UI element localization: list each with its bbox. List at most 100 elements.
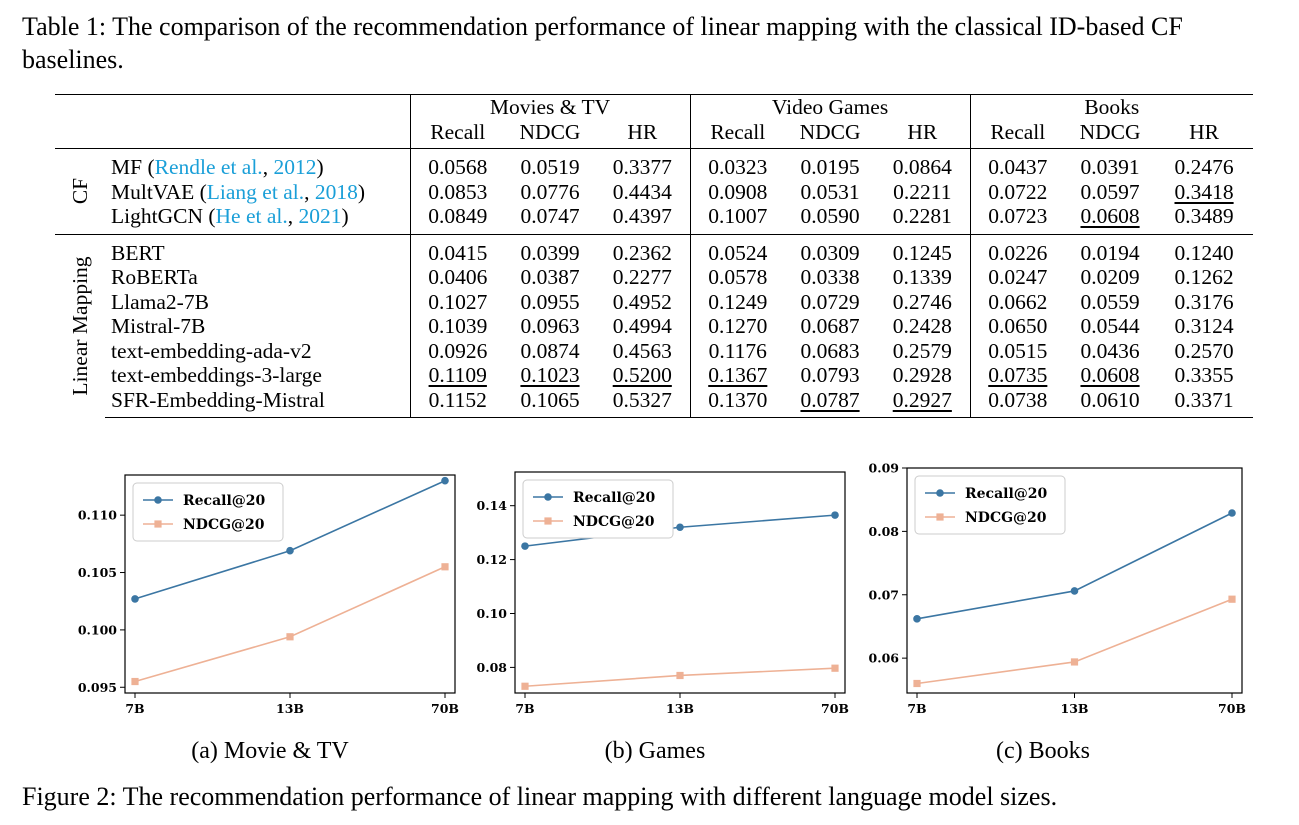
table-cell: 0.0578 — [689, 265, 786, 290]
chart-games: 0.08 0.10 0.12 0.14 7B 13B 70B Recall@20 NDCG@20 — [460, 450, 860, 725]
data-point-recall — [676, 523, 684, 532]
x-tick-label: 13B — [276, 701, 304, 716]
table-cell: 0.0926 — [409, 338, 505, 363]
table-cell: 0.1152 — [409, 387, 505, 418]
group-label: Linear Mapping — [67, 256, 92, 396]
citation-link[interactable]: Rendle et al. — [154, 155, 263, 179]
data-point-ndcg — [913, 679, 921, 688]
table-cell: 0.0515 — [969, 338, 1066, 363]
citation-year-link[interactable]: 2018 — [314, 179, 358, 204]
table-cell: 0.5200 — [612, 363, 672, 387]
table-cell: 0.0864 — [875, 148, 971, 180]
citation-link[interactable]: Liang et al. — [206, 179, 305, 204]
x-tick-label: 70B — [431, 701, 459, 716]
data-point-recall — [286, 546, 294, 555]
table-cell: 0.0908 — [689, 179, 786, 204]
metric-header: NDCG — [519, 119, 581, 144]
y-tick-label: 0.08 — [869, 524, 900, 539]
y-tick-label: 0.14 — [477, 498, 508, 513]
data-point-ndcg — [286, 633, 294, 641]
data-point-ndcg — [1228, 595, 1236, 603]
table-cell: 0.0338 — [800, 265, 860, 289]
table-cell: 0.0722 — [969, 179, 1066, 204]
table-cell: 0.2746 — [892, 289, 952, 314]
table-row: LightGCN (He et al., 2021) 0.0849 0.0747 0.… — [55, 204, 1253, 234]
metric-header: HR — [627, 119, 658, 144]
legend-box — [132, 482, 284, 542]
table-cell: 0.0955 — [520, 289, 580, 314]
dataset-header-books: Books — [969, 94, 1254, 120]
table-cell: 0.0853 — [409, 179, 505, 204]
table-cell: 0.0723 — [969, 204, 1066, 234]
data-point-recall — [441, 476, 449, 485]
table-cell: 0.1262 — [1174, 265, 1234, 289]
table-cell: 0.4952 — [612, 289, 672, 314]
table-cell: 0.1245 — [875, 233, 971, 265]
legend-label: Recall@20 — [965, 486, 1048, 502]
table-cell: 0.1109 — [409, 363, 505, 388]
method-name: MF (Rendle et al., 2012) — [105, 148, 410, 180]
method-name: text-embedding-ada-v2 — [111, 338, 312, 363]
y-tick-label: 0.07 — [869, 587, 899, 602]
data-point-recall — [1070, 587, 1079, 595]
figure-caption: Figure 2: The recommendation performance… — [22, 782, 1058, 811]
table-cell: 0.0776 — [520, 179, 580, 204]
citation-link[interactable]: He et al. — [215, 204, 288, 228]
table-cell: 0.2476 — [1155, 148, 1254, 180]
table-cell: 0.0406 — [409, 265, 505, 290]
table-cell: 0.0662 — [969, 289, 1066, 314]
legend-box — [522, 479, 674, 539]
legend-label: NDCG@20 — [573, 514, 655, 530]
table-cell: 0.0849 — [409, 204, 505, 234]
table-cell: 0.0874 — [520, 338, 580, 363]
table-cell: 0.1367 — [689, 363, 786, 388]
table-cell: 0.5327 — [595, 387, 691, 418]
method-name: SFR-Embedding-Mistral — [105, 387, 410, 418]
table-cell: 0.0387 — [520, 265, 580, 289]
dataset-header-games: Video Games — [689, 94, 971, 120]
legend-label: Recall@20 — [183, 493, 266, 509]
legend-marker — [936, 513, 944, 521]
legend-marker — [936, 489, 944, 497]
table-cell: 0.0209 — [1080, 265, 1140, 289]
method-name: RoBERTa — [111, 265, 198, 289]
citation-year-link[interactable]: 2021 — [298, 204, 342, 228]
data-point-ndcg — [521, 682, 529, 690]
table-cell: 0.1039 — [409, 314, 505, 339]
table-cell: 0.0735 — [969, 363, 1066, 388]
table-cell: 0.0247 — [969, 265, 1066, 290]
table-cell: 0.1027 — [409, 289, 505, 314]
results-table: Movies & TV Video Games Books Recall NDCG… — [55, 94, 1254, 418]
legend-label: Recall@20 — [573, 490, 656, 506]
y-tick-label: 0.06 — [869, 651, 900, 666]
subcaption-b: (b) Games — [604, 738, 706, 764]
citation-year-link[interactable]: 2012 — [273, 155, 317, 179]
table-cell: 0.2277 — [612, 265, 672, 289]
method-name: BERT — [105, 233, 410, 265]
table-cell: 0.1270 — [689, 314, 786, 339]
table-cell: 0.4434 — [612, 179, 672, 204]
metric-header: Recall — [689, 119, 786, 149]
table-cell: 0.1007 — [689, 204, 786, 234]
table-cell: 0.0597 — [1080, 179, 1140, 204]
x-tick-label: 7B — [125, 701, 144, 716]
data-point-ndcg — [831, 664, 839, 672]
table-cell: 0.0793 — [800, 363, 860, 387]
metric-header: NDCG — [1079, 119, 1141, 144]
table-cell: 0.2428 — [892, 314, 952, 338]
table-cell: 0.3355 — [1174, 363, 1234, 387]
data-point-ndcg — [1070, 658, 1079, 666]
y-tick-label: 0.105 — [78, 565, 117, 580]
table-cell: 0.1240 — [1155, 233, 1254, 265]
table-cell: 0.0519 — [505, 148, 595, 180]
table-cell: 0.1339 — [892, 265, 952, 289]
table-cell: 0.0544 — [1080, 314, 1140, 338]
table-cell: 0.0650 — [969, 314, 1066, 339]
table-cell: 0.0608 — [1080, 363, 1140, 387]
data-point-recall — [831, 511, 839, 519]
table-cell: 0.3489 — [1174, 204, 1234, 228]
table-cell: 0.0559 — [1080, 289, 1140, 314]
data-point-ndcg — [676, 671, 684, 680]
table-cell: 0.2579 — [892, 338, 952, 363]
table-cell: 0.0787 — [785, 387, 876, 418]
